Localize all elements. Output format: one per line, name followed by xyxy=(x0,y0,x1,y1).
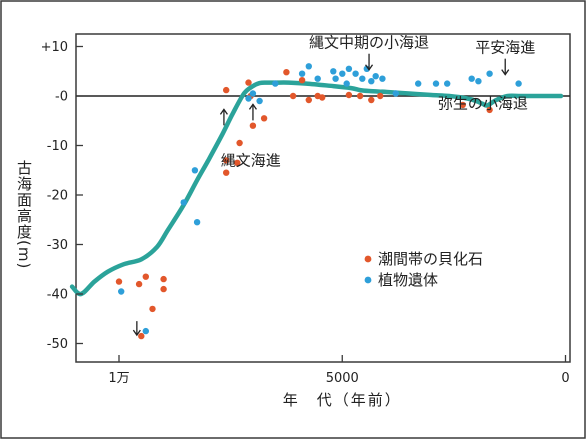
plant-point xyxy=(298,70,306,77)
shell-point xyxy=(459,101,466,109)
plant-point xyxy=(392,90,399,97)
shell-point xyxy=(289,92,297,100)
shell-point xyxy=(305,96,312,104)
y-tick-label: -20 xyxy=(47,189,68,204)
plant-point xyxy=(415,80,422,87)
annotation-label: 縄文海進 xyxy=(221,151,281,169)
shell-point xyxy=(283,69,290,76)
y-tick-label: -10 xyxy=(47,139,68,154)
plant-point xyxy=(256,97,263,105)
shell-point xyxy=(345,91,353,99)
plant-point xyxy=(142,327,149,335)
shell-point xyxy=(486,106,493,114)
shell-point xyxy=(149,305,156,313)
plant-point xyxy=(314,75,321,82)
shell-point xyxy=(319,94,326,101)
plant-point xyxy=(359,75,366,82)
plant-point xyxy=(339,70,346,77)
shell-point xyxy=(368,96,375,104)
plant-point xyxy=(368,78,375,85)
shell-point xyxy=(135,280,143,288)
y-tick-label: -40 xyxy=(47,288,68,303)
annotation-arrow-head xyxy=(219,108,228,115)
y-tick-label: +10 xyxy=(41,40,68,55)
annotation-label: 平安海進 xyxy=(475,39,535,57)
plant-point xyxy=(118,288,125,295)
legend-marker-plant xyxy=(364,276,372,284)
x-tick-label: 0 xyxy=(561,371,569,386)
shell-point xyxy=(356,92,364,100)
sea-level-curve xyxy=(69,80,564,297)
plant-point xyxy=(191,167,199,174)
y-tick-label: -30 xyxy=(47,238,68,253)
plant-point xyxy=(245,95,252,102)
plant-point xyxy=(249,90,257,97)
shell-point xyxy=(236,139,243,147)
legend-label-plant: 植物遺体 xyxy=(378,271,438,289)
plant-point xyxy=(444,80,451,87)
legend-marker-shell xyxy=(364,255,372,263)
shell-point xyxy=(115,278,123,285)
plant-point xyxy=(515,80,522,87)
y-tick-label: -50 xyxy=(47,337,68,352)
plant-point xyxy=(352,70,359,77)
shell-point xyxy=(245,79,252,86)
plant-point xyxy=(180,199,187,206)
plant-point xyxy=(332,75,339,82)
annotation-arrow-head xyxy=(365,64,374,71)
plant-point xyxy=(272,80,279,87)
shell-point xyxy=(249,122,257,129)
shell-point xyxy=(138,332,145,340)
y-tick-label: -0 xyxy=(55,90,68,105)
shell-point xyxy=(377,92,384,100)
x-axis-title: 年 代（年前） xyxy=(283,391,402,409)
x-tick-label: 5000 xyxy=(326,371,359,386)
shell-point xyxy=(298,77,306,84)
plant-point xyxy=(345,65,353,73)
plant-point xyxy=(486,70,493,77)
shell-point xyxy=(223,86,230,94)
y-axis-title: 古海面高度(m) xyxy=(15,160,33,269)
annotation-label: 弥生の小海退 xyxy=(438,94,528,112)
shell-point xyxy=(260,115,268,122)
plant-point xyxy=(372,73,379,80)
annotation-arrow-head xyxy=(501,69,510,76)
annotation-arrow-head xyxy=(248,103,257,110)
plant-point xyxy=(343,80,350,87)
shell-point xyxy=(223,169,230,176)
shell-point xyxy=(142,273,149,280)
annotation-label: 縄文中期の小海退 xyxy=(309,34,429,52)
legend-label-shell: 潮間帯の貝化石 xyxy=(378,250,483,268)
shell-point xyxy=(160,275,167,283)
plant-point xyxy=(305,63,312,70)
annotation-arrow-head xyxy=(132,329,141,337)
x-tick-label: 1万 xyxy=(108,371,129,386)
plant-point xyxy=(330,68,337,75)
plot-frame xyxy=(75,33,571,363)
plant-point xyxy=(432,80,440,87)
shell-point xyxy=(160,285,167,293)
shell-point xyxy=(223,157,230,164)
plant-point xyxy=(475,78,482,85)
shell-point xyxy=(234,159,241,166)
plant-point xyxy=(468,75,475,82)
plant-point xyxy=(193,219,201,226)
plant-point xyxy=(379,75,386,82)
